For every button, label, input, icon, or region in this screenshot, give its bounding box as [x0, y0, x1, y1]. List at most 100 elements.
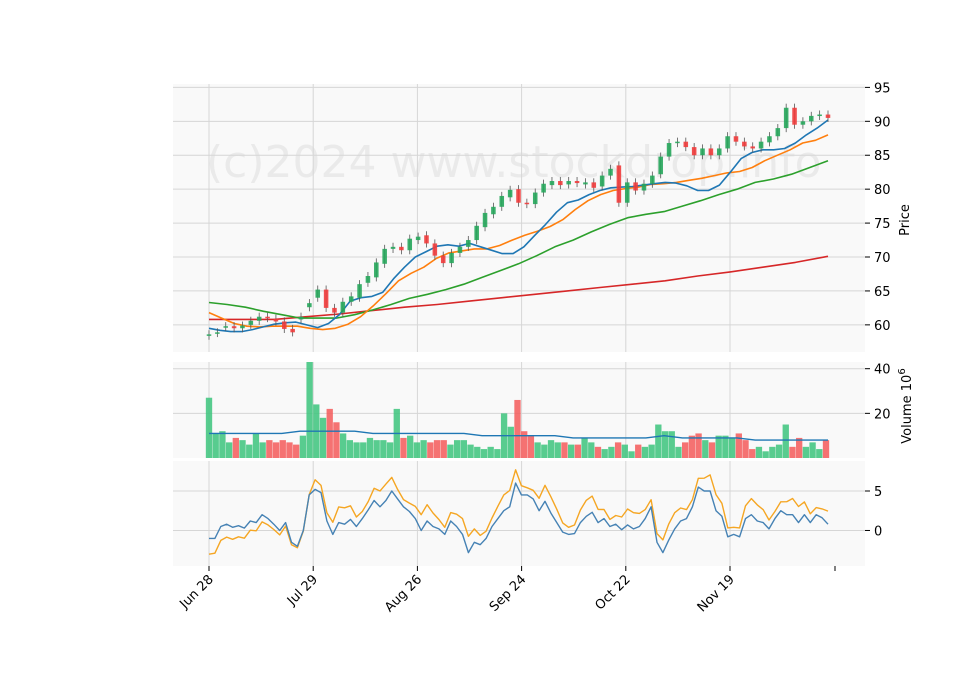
volume-bar-66 — [648, 444, 655, 458]
volume-bar-34 — [433, 440, 441, 458]
volume-bar-91 — [816, 449, 823, 458]
volume-bar-83 — [762, 451, 769, 458]
volume-bar-7 — [252, 433, 260, 458]
candle-body-39 — [532, 192, 538, 205]
oscillator-tick-label-0: 0 — [874, 524, 882, 539]
candle-body-2 — [223, 326, 228, 328]
candle-body-15 — [332, 307, 337, 313]
candle-body-46 — [591, 182, 597, 188]
volume-bar-42 — [487, 446, 494, 458]
candle-body-25 — [415, 236, 421, 241]
volume-bar-60 — [608, 446, 615, 458]
x-tick-label-4: Oct 22 — [593, 572, 634, 613]
candle-body-57 — [683, 141, 689, 148]
volume-bar-25 — [373, 440, 380, 458]
volume-bar-29 — [400, 437, 407, 458]
volume-bar-1 — [212, 433, 219, 458]
volume-bar-22 — [353, 442, 360, 458]
candle-body-19 — [365, 276, 371, 283]
candle-body-52 — [641, 183, 647, 191]
candle-body-26 — [424, 235, 429, 244]
volume-bar-88 — [796, 437, 803, 458]
candle-body-17 — [348, 296, 354, 302]
candle-body-27 — [432, 243, 438, 256]
volume-bar-55 — [574, 444, 582, 458]
x-tick-label-1: Jul 29 — [284, 572, 321, 609]
volume-axis-label: Volume 106 — [897, 368, 915, 443]
candle-body-7 — [265, 316, 270, 319]
candle-body-47 — [599, 175, 605, 187]
volume-bar-5 — [239, 440, 246, 458]
candle-body-37 — [516, 189, 521, 203]
volume-bar-36 — [447, 444, 454, 458]
volume-bar-52 — [554, 442, 561, 458]
candle-body-45 — [583, 182, 588, 185]
candle-body-16 — [340, 301, 346, 313]
candle-body-53 — [650, 175, 655, 184]
price-tick-label-3: 75 — [874, 217, 891, 232]
volume-bar-73 — [695, 433, 702, 458]
candle-body-50 — [624, 182, 630, 203]
volume-bar-77 — [722, 435, 729, 458]
gridlines — [173, 84, 865, 566]
volume-bar-37 — [453, 440, 461, 458]
volume-bar-46 — [514, 399, 521, 458]
volume-bar-49 — [534, 442, 541, 458]
candle-body-12 — [307, 303, 312, 308]
candle-body-8 — [273, 318, 279, 322]
candle-body-65 — [750, 146, 755, 149]
volume-bar-40 — [474, 446, 481, 458]
volume-bar-8 — [259, 442, 266, 458]
volume-bar-24 — [366, 437, 374, 458]
volume-bar-45 — [507, 426, 514, 458]
volume-bar-10 — [272, 442, 280, 458]
price-tick-label-6: 90 — [874, 115, 891, 130]
volume-tick-label-1: 40 — [874, 363, 891, 378]
candle-body-20 — [374, 262, 379, 278]
candle-body-55 — [666, 143, 672, 157]
volume-bar-21 — [346, 440, 353, 458]
candle-body-66 — [758, 141, 764, 149]
candle-body-22 — [390, 246, 396, 249]
volume-bar-85 — [775, 444, 783, 458]
volume-bar-59 — [601, 449, 608, 458]
price-ma-mid-line — [208, 134, 829, 331]
candle-body-3 — [231, 326, 237, 329]
candle-body-18 — [357, 284, 362, 298]
price-tick-label-0: 60 — [874, 319, 891, 334]
candle-body-41 — [549, 181, 555, 186]
volume-bar-65 — [641, 446, 649, 458]
volume-bar-26 — [380, 440, 387, 458]
volume-bar-27 — [386, 442, 394, 458]
volume-bar-92 — [822, 440, 830, 458]
candle-body-51 — [633, 182, 638, 191]
price-tick-label-5: 85 — [874, 149, 891, 164]
volume-bar-12 — [286, 442, 293, 458]
volume-bar-70 — [675, 446, 682, 458]
volume-bar-14 — [299, 435, 307, 458]
volume-bar-11 — [279, 440, 286, 458]
volume-bar-33 — [427, 442, 434, 458]
candle-body-60 — [708, 148, 714, 156]
volume-bar-47 — [521, 431, 528, 458]
volume-bar-74 — [702, 440, 709, 458]
candle-body-36 — [507, 189, 513, 198]
candle-body-71 — [800, 121, 806, 125]
x-tick-label-2: Aug 26 — [382, 572, 425, 615]
volume-bar-13 — [293, 444, 300, 458]
x-tick-label-5: Nov 19 — [695, 572, 738, 615]
volume-bar-23 — [360, 442, 367, 458]
volume-bar-53 — [561, 442, 568, 458]
volume-bar-50 — [541, 444, 548, 458]
volume-bar-56 — [581, 437, 588, 458]
oscillator-lines — [208, 469, 829, 555]
volume-axis-exponent: 6 — [897, 368, 908, 374]
candle-body-21 — [382, 248, 387, 264]
price-tick-label-1: 65 — [874, 285, 891, 300]
candle-body-42 — [558, 181, 563, 186]
volume-moving-average — [209, 430, 828, 441]
volume-bar-82 — [755, 446, 763, 458]
oscillator-signal-line — [208, 469, 829, 555]
